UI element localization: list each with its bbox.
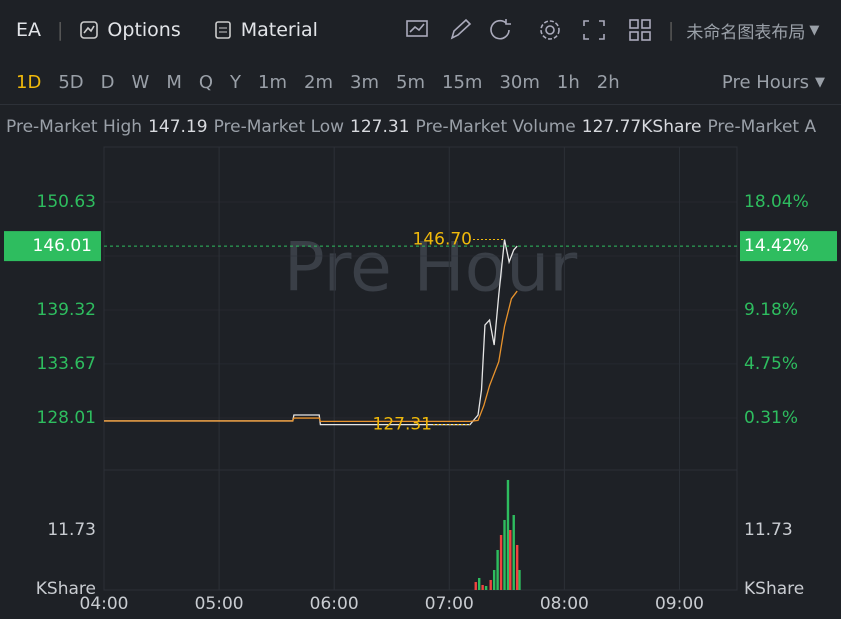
timeframe[interactable]: 2h bbox=[596, 71, 620, 93]
stat-label: Pre-Market High bbox=[6, 117, 143, 137]
volume-bar bbox=[481, 584, 484, 590]
icon bbox=[80, 21, 99, 39]
y2-tick-label: 4.75% bbox=[744, 354, 798, 374]
stat-value: 127.31 bbox=[350, 117, 410, 137]
x-tick-label: 05:00 bbox=[195, 594, 244, 614]
material-button[interactable]: Material bbox=[240, 19, 318, 41]
timeframe[interactable]: D bbox=[100, 71, 115, 93]
stat-label: Pre-Market A bbox=[707, 117, 817, 137]
toolbar: EA | Options Material | 未命名图表布局 ▼ bbox=[0, 8, 841, 52]
volume-bar bbox=[515, 544, 519, 590]
symbol[interactable]: EA bbox=[16, 19, 42, 41]
volume-bar bbox=[477, 577, 481, 590]
high-label: 146.70 bbox=[413, 230, 472, 250]
timeframe[interactable]: 1D bbox=[16, 71, 42, 93]
stats-bar: Pre-Market High 147.19 Pre-Market Low 127.3… bbox=[0, 112, 841, 142]
timeframe[interactable]: W bbox=[131, 71, 150, 93]
timeframe[interactable]: 3m bbox=[350, 71, 380, 93]
x-tick-label: 07:00 bbox=[425, 594, 474, 614]
volume-bar bbox=[512, 515, 515, 590]
y2-tick-label: 9.18% bbox=[744, 300, 798, 320]
layout-menu[interactable]: 未命名图表布局 bbox=[686, 22, 806, 43]
last-change: 14.42% bbox=[744, 236, 809, 256]
volume-bar bbox=[474, 582, 477, 590]
timeframe[interactable]: 15m bbox=[442, 71, 483, 93]
options-button[interactable]: Options bbox=[107, 19, 181, 41]
stat-value: 147.19 bbox=[148, 117, 208, 137]
volume-bar bbox=[509, 529, 512, 590]
stat-label: Pre-Market Volume bbox=[415, 117, 576, 137]
timeframe[interactable]: Y bbox=[230, 71, 242, 93]
x-tick-label: 09:00 bbox=[655, 594, 704, 614]
y-tick-label: 150.63 bbox=[37, 192, 96, 212]
timeframe[interactable]: 1m bbox=[258, 71, 288, 93]
stat-label: Pre-Market Low bbox=[213, 117, 345, 137]
timeframe[interactable]: M bbox=[166, 71, 182, 93]
x-tick-label: 04:00 bbox=[80, 594, 129, 614]
volume-bar bbox=[484, 586, 488, 590]
y-tick-label: 139.32 bbox=[37, 300, 96, 320]
last-change-badge bbox=[740, 231, 837, 262]
y-tick-label: 133.67 bbox=[37, 354, 96, 374]
price-line bbox=[104, 290, 518, 423]
timeframe[interactable]: 2m bbox=[304, 71, 334, 93]
last-price: 146.01 bbox=[33, 236, 92, 256]
last-price-badge bbox=[4, 231, 101, 262]
y-tick-label: 128.01 bbox=[37, 408, 96, 428]
volume-bar bbox=[496, 549, 499, 590]
icon bbox=[214, 21, 231, 39]
x-tick-label: 08:00 bbox=[540, 594, 589, 614]
timeframe[interactable]: 5m bbox=[396, 71, 426, 93]
tool-icons bbox=[406, 18, 651, 41]
timeframe-bar: 1D 5D D W M Q Y 1m 2m 3m 5m 15m 30m 1h 2h Pre Hours ▼ bbox=[0, 60, 841, 105]
volume-bar bbox=[518, 569, 521, 590]
sep: | bbox=[57, 19, 64, 41]
session-menu[interactable]: Pre Hours bbox=[721, 71, 809, 93]
x-tick-label: 06:00 bbox=[310, 594, 359, 614]
volume-unit: KShare bbox=[36, 579, 96, 599]
timeframe[interactable]: 30m bbox=[499, 71, 540, 93]
volume-bar bbox=[499, 535, 503, 590]
y2-tick-label: 0.31% bbox=[744, 408, 798, 428]
price-line bbox=[104, 239, 518, 426]
stat-value: 127.77KShare bbox=[581, 117, 702, 137]
volume-bar bbox=[503, 519, 506, 590]
volume-bar bbox=[489, 579, 492, 590]
plot-frame bbox=[103, 146, 738, 591]
low-label: 127.31 bbox=[373, 415, 432, 435]
watermark: Pre Hour bbox=[284, 229, 578, 308]
sep: | bbox=[667, 19, 675, 41]
y2-tick-label: 18.04% bbox=[744, 192, 809, 212]
volume-unit: KShare bbox=[744, 579, 804, 599]
volume-bar bbox=[492, 569, 496, 590]
volume-tick-label: 11.73 bbox=[47, 520, 96, 540]
timeframe[interactable]: Q bbox=[198, 71, 214, 93]
timeframe[interactable]: 5D bbox=[58, 71, 84, 93]
timeframe[interactable]: 1h bbox=[556, 71, 580, 93]
volume-tick-label: 11.73 bbox=[744, 520, 793, 540]
dropdown-arrow: ▼ bbox=[809, 22, 820, 38]
dropdown-arrow: ▼ bbox=[815, 74, 825, 90]
volume-bar bbox=[506, 479, 510, 590]
